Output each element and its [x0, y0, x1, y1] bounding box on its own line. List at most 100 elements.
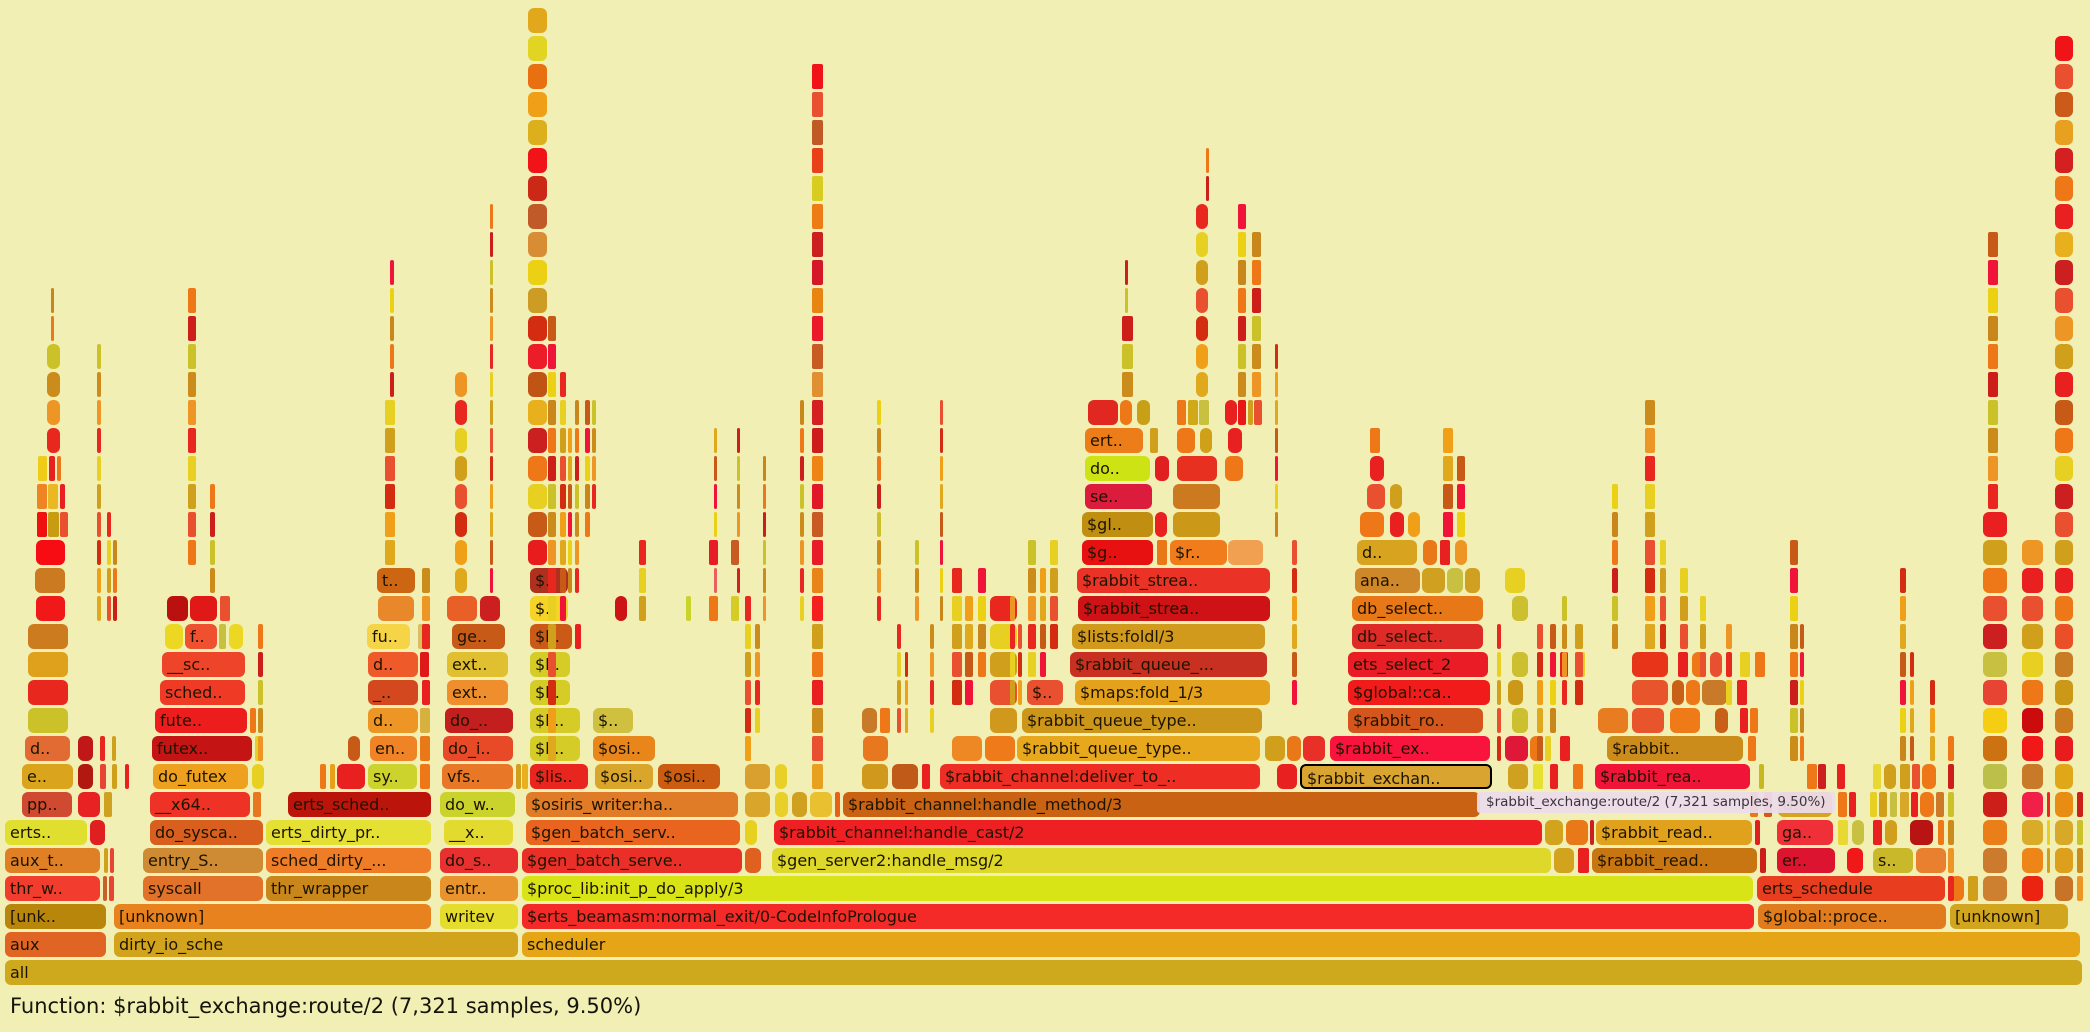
flame-frame[interactable]	[97, 512, 101, 537]
flame-frame[interactable]	[940, 484, 943, 509]
flame-frame[interactable]	[1173, 484, 1220, 509]
flame-frame[interactable]	[1983, 512, 2007, 537]
flame-frame[interactable]	[490, 484, 493, 509]
flame-frame[interactable]	[2055, 428, 2073, 453]
flame-frame[interactable]	[1196, 232, 1208, 257]
flame-frame[interactable]	[528, 204, 547, 229]
flame-frame[interactable]	[877, 512, 881, 537]
flame-frame[interactable]	[1740, 708, 1748, 733]
flame-frame[interactable]	[455, 484, 467, 509]
flame-frame-sched-dirty[interactable]: sched_dirty_...	[266, 848, 431, 873]
flame-frame[interactable]	[731, 540, 739, 565]
flame-frame[interactable]	[1578, 848, 1589, 873]
flame-frame[interactable]	[568, 540, 572, 565]
flame-frame[interactable]	[775, 764, 787, 789]
flame-frame[interactable]	[528, 484, 547, 509]
flame-frame[interactable]	[745, 624, 751, 649]
flame-frame[interactable]	[48, 484, 58, 509]
flame-frame[interactable]	[1645, 512, 1655, 537]
flame-frame[interactable]	[1983, 792, 2007, 817]
flame-frame[interactable]	[1408, 512, 1420, 537]
flame-frame[interactable]	[1645, 428, 1655, 453]
flame-frame[interactable]	[575, 428, 579, 453]
flame-frame[interactable]	[38, 456, 47, 481]
flame-frame[interactable]	[2055, 764, 2073, 789]
flame-frame[interactable]	[812, 764, 823, 789]
flame-frame[interactable]	[2022, 764, 2043, 789]
flame-frame[interactable]	[1983, 652, 2007, 677]
flame-frame[interactable]	[420, 652, 429, 677]
flame-frame[interactable]	[1968, 876, 1978, 901]
flame-frame[interactable]	[1545, 820, 1563, 845]
flame-frame[interactable]	[548, 624, 556, 649]
flame-frame[interactable]	[763, 512, 766, 537]
flame-frame[interactable]	[1807, 764, 1817, 789]
flame-frame[interactable]	[188, 456, 196, 481]
flame-frame[interactable]	[422, 568, 430, 593]
flame-frame[interactable]	[1010, 652, 1015, 677]
flame-frame[interactable]	[2022, 820, 2043, 845]
flame-frame[interactable]	[167, 596, 188, 621]
flame-frame[interactable]	[1930, 736, 1935, 761]
flame-frame[interactable]	[1457, 512, 1465, 537]
flame-frame[interactable]	[812, 596, 823, 621]
flame-frame[interactable]	[1505, 568, 1525, 593]
flame-frame[interactable]	[1818, 764, 1826, 789]
flame-frame[interactable]	[812, 456, 823, 481]
flame-frame[interactable]	[2022, 596, 2043, 621]
flame-frame-lis[interactable]: $lis..	[530, 764, 588, 789]
flame-frame[interactable]	[1885, 820, 1897, 845]
flame-frame[interactable]	[592, 400, 596, 425]
flame-frame[interactable]	[835, 792, 840, 817]
flame-frame[interactable]	[548, 652, 556, 677]
flame-frame[interactable]	[258, 708, 263, 733]
flame-frame[interactable]	[1238, 260, 1246, 285]
flame-frame[interactable]	[1900, 624, 1906, 649]
flame-frame[interactable]	[1800, 652, 1804, 677]
flame-frame[interactable]	[1920, 792, 1934, 817]
flame-frame[interactable]	[812, 708, 823, 733]
flame-frame[interactable]	[528, 316, 547, 341]
flame-frame[interactable]	[1200, 428, 1212, 453]
flame-frame[interactable]	[1983, 820, 2007, 845]
flame-frame-x64[interactable]: __x64..	[150, 792, 250, 817]
flame-frame[interactable]	[1292, 568, 1297, 593]
flame-frame[interactable]	[1238, 316, 1246, 341]
flame-frame-s[interactable]: s..	[1873, 848, 1913, 873]
flame-frame[interactable]	[528, 176, 547, 201]
flame-frame[interactable]	[763, 540, 766, 565]
flame-frame[interactable]	[1590, 820, 1594, 845]
flame-frame[interactable]	[737, 568, 740, 593]
flame-frame[interactable]	[985, 736, 1015, 761]
flame-frame[interactable]	[548, 512, 556, 537]
flame-frame[interactable]	[812, 540, 823, 565]
flame-frame[interactable]	[1497, 624, 1501, 649]
flame-frame[interactable]	[930, 680, 934, 705]
flame-frame[interactable]	[1206, 176, 1209, 201]
flame-frame[interactable]	[2022, 680, 2043, 705]
flame-frame[interactable]	[528, 148, 547, 173]
flame-frame[interactable]	[548, 316, 556, 341]
flame-frame[interactable]	[1849, 792, 1856, 817]
flame-frame[interactable]	[1748, 736, 1756, 761]
flame-frame[interactable]	[1660, 624, 1666, 649]
flame-frame[interactable]	[1028, 624, 1036, 649]
flame-frame[interactable]	[1440, 540, 1450, 565]
flame-frame-rabbit-read[interactable]: $rabbit_read..	[1592, 848, 1757, 873]
flame-frame[interactable]	[107, 512, 111, 537]
flame-frame[interactable]	[1457, 484, 1465, 509]
flame-frame[interactable]	[1900, 568, 1906, 593]
flame-frame[interactable]	[812, 316, 823, 341]
flame-frame[interactable]	[1122, 372, 1133, 397]
flame-frame[interactable]	[490, 204, 493, 229]
flame-frame[interactable]	[385, 456, 395, 481]
flame-frame[interactable]	[892, 764, 918, 789]
flame-frame-ert[interactable]: ert..	[1085, 428, 1143, 453]
flame-frame[interactable]	[1238, 288, 1246, 313]
flame-frame[interactable]	[877, 596, 881, 621]
flame-frame-[interactable]: _..	[368, 680, 418, 705]
flame-frame[interactable]	[1755, 820, 1760, 845]
flame-frame[interactable]	[455, 372, 467, 397]
flame-frame[interactable]	[78, 764, 93, 789]
flame-frame[interactable]	[1790, 596, 1798, 621]
